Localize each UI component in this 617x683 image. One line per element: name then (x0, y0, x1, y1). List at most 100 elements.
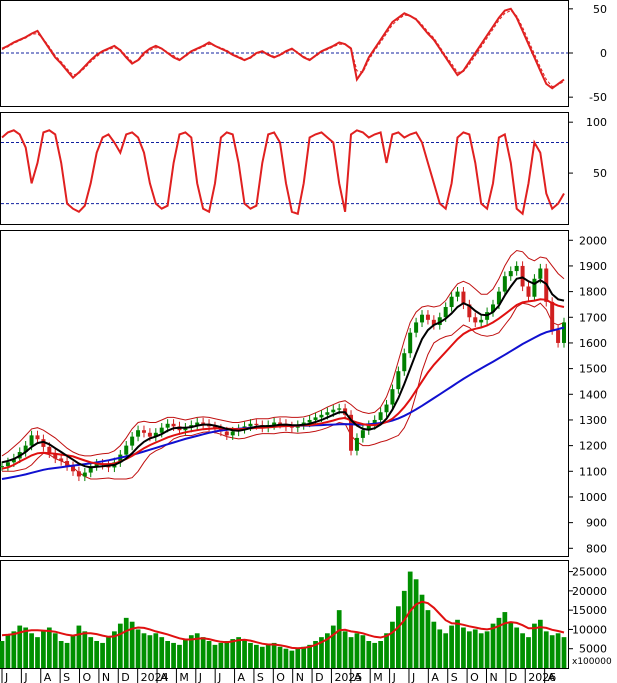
price-panel: 2000 1900 1800 1700 1600 1500 1400 1300 1200 1100… (0, 230, 607, 557)
volume-bar (443, 633, 449, 668)
candle-body (354, 437, 359, 451)
candle-body (337, 408, 342, 410)
volume-bar (100, 642, 105, 668)
oscillator-1-y-tick-label: 50 (593, 3, 607, 16)
candle-body (384, 404, 389, 413)
volume-bar (390, 621, 395, 668)
volume-bar (455, 619, 460, 668)
volume-bar (58, 641, 64, 668)
volume-bar (295, 648, 301, 668)
candle-body (425, 314, 430, 320)
x-tick-label: A (238, 671, 246, 683)
candle-body (331, 409, 336, 413)
volume-bar (537, 619, 543, 668)
oscillator-1-y-tick-label: -50 (589, 91, 607, 104)
band-lower-line (2, 302, 565, 480)
volume-bar (490, 623, 496, 668)
x-tick-label: N (489, 671, 497, 683)
candle-body (248, 423, 253, 427)
oscillator-1-panel: 50 0 -50 (0, 0, 607, 107)
volume-y-tick-label: 15000 (572, 604, 607, 617)
ma-fast-line (1, 276, 565, 469)
candle-body (254, 423, 259, 426)
volume-bar (313, 641, 318, 668)
price-y-tick-label: 1000 (579, 491, 607, 504)
volume-bar (354, 633, 360, 668)
volume-y-tick-label: 10000 (572, 623, 607, 636)
candle-body (29, 435, 34, 446)
x-tick-label: S (451, 671, 458, 683)
volume-bar (307, 644, 312, 668)
candle-body (76, 471, 81, 477)
volume-bar (378, 641, 383, 668)
x-tick-label: S (63, 671, 70, 683)
candle-body (402, 353, 407, 372)
volume-y-tick-label: 20000 (572, 585, 607, 598)
volume-bar (502, 612, 508, 668)
volume-bar (520, 633, 525, 668)
candle-body (278, 422, 283, 424)
oscillator-2-y-tick-label: 100 (586, 116, 607, 129)
x-tick-label: 2026 (528, 671, 556, 683)
volume-bar (212, 644, 218, 668)
candle-body (449, 296, 454, 308)
oscillator-1-series-line (1, 10, 565, 88)
candle-body (195, 422, 200, 426)
volume-bar (413, 579, 419, 668)
candle-body (0, 466, 4, 468)
oscillator-2-y-tick-label: 50 (593, 167, 607, 180)
candle-body (230, 431, 235, 436)
candle-body (461, 291, 466, 305)
candle-body (360, 430, 365, 438)
candle-body (41, 439, 46, 447)
volume-bar (242, 639, 247, 668)
volume-bar (384, 633, 389, 668)
candle-body (514, 265, 519, 272)
volume-bar (236, 637, 241, 668)
volume-bar (283, 648, 289, 668)
price-y-tick-label: 900 (586, 517, 607, 530)
volume-bar (395, 606, 401, 668)
x-tick-label: D (121, 671, 129, 683)
band-upper-line (1, 249, 565, 457)
volume-bar (277, 646, 283, 668)
volume-bar (17, 625, 23, 668)
volume-bar (449, 625, 454, 668)
volume-bar (366, 641, 372, 668)
x-tick-label: J (217, 671, 221, 683)
volume-ma-line (1, 600, 565, 650)
candle-body (366, 425, 371, 431)
candle-body (201, 422, 206, 424)
oscillator-1-series-line (1, 7, 565, 90)
candle-body (556, 330, 561, 343)
volume-bar (543, 631, 549, 668)
oscillator-2-series-line (1, 129, 565, 216)
volume-bar (135, 629, 141, 668)
candle-body (455, 291, 460, 297)
volume-bar (171, 642, 176, 668)
candle-body (11, 458, 16, 463)
price-y-tick-label: 1500 (579, 363, 607, 376)
candle-body (479, 319, 484, 323)
volume-bar (165, 641, 171, 668)
x-tick-label: J (392, 671, 396, 683)
volume-y-tick-label: 25000 (572, 566, 607, 579)
volume-bar (549, 635, 555, 668)
candle-body (443, 307, 448, 318)
volume-bar (271, 642, 277, 668)
price-y-tick-label: 2000 (579, 234, 607, 247)
price-y-tick-label: 1400 (579, 388, 607, 401)
volume-bar (177, 644, 182, 668)
candle-body (5, 462, 10, 467)
volume-bar (106, 637, 111, 668)
volume-bar (153, 633, 159, 668)
volume-bar (230, 639, 236, 668)
volume-bar (336, 610, 342, 668)
oscillator-1-y-tick-label: 0 (600, 47, 607, 60)
x-tick-label: 2024 (141, 671, 169, 683)
volume-bar (29, 633, 34, 668)
